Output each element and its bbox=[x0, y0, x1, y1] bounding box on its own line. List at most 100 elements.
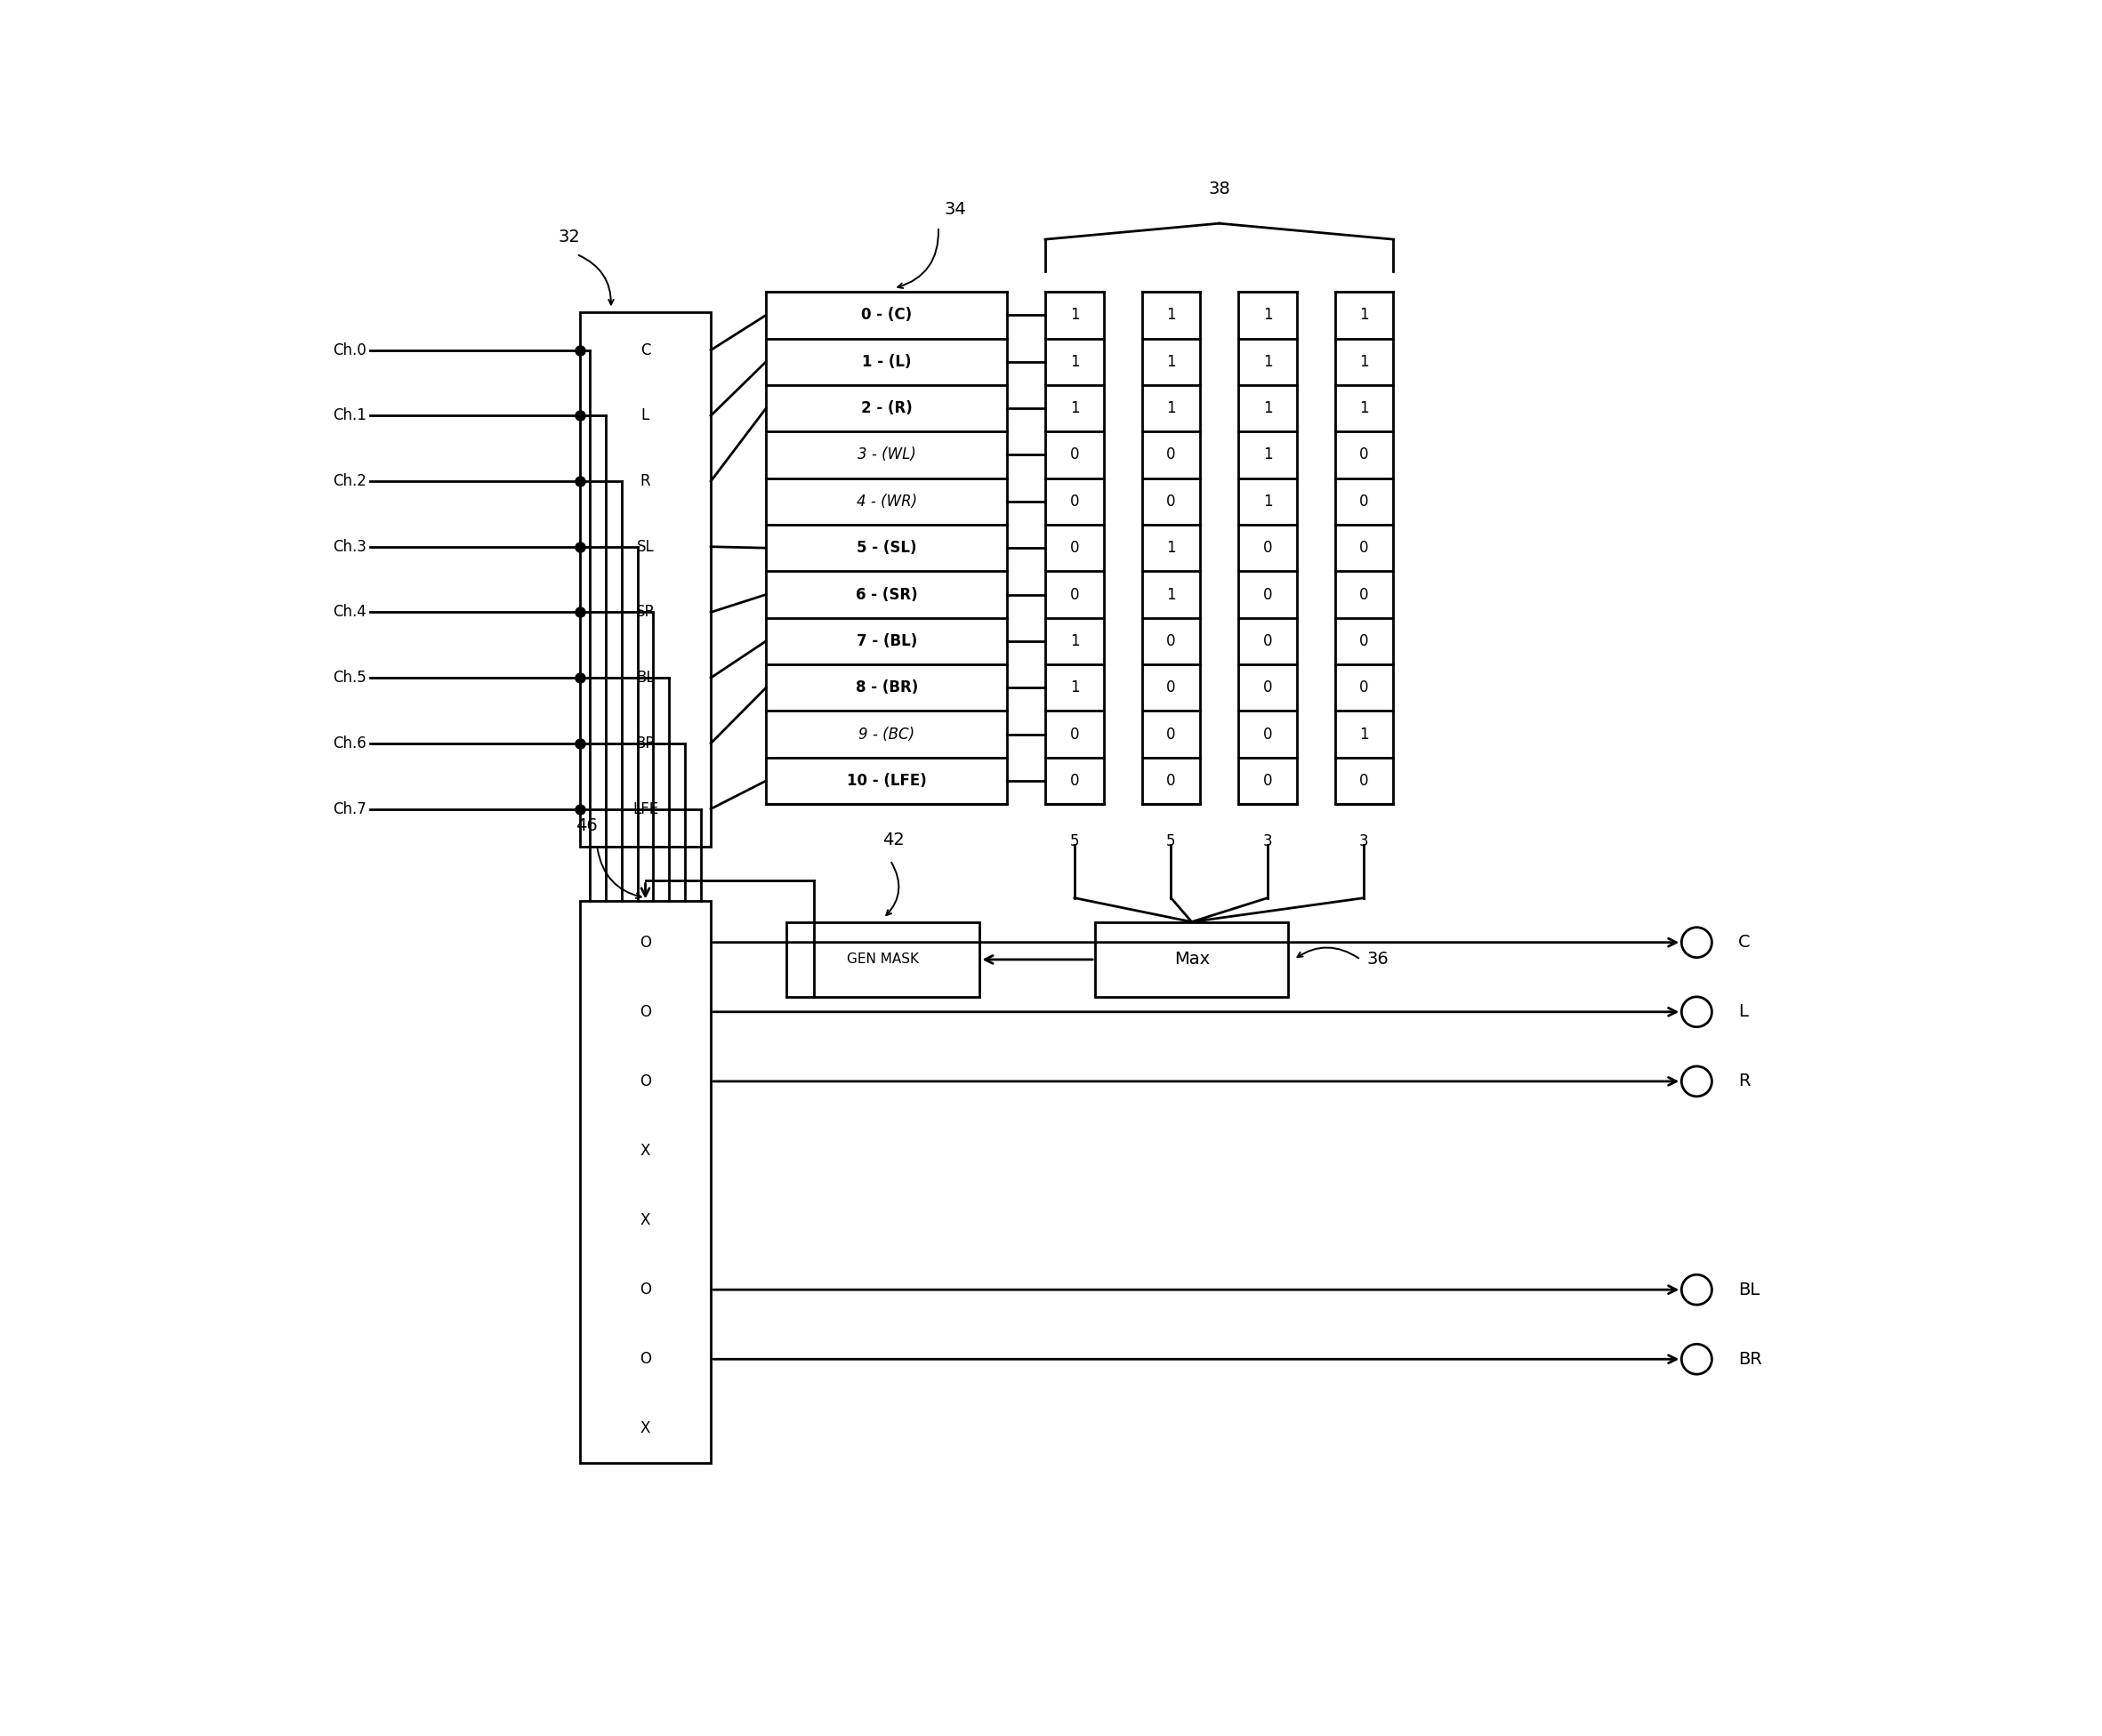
Text: 0: 0 bbox=[1360, 634, 1368, 649]
Text: 0 - (C): 0 - (C) bbox=[862, 307, 912, 323]
Text: BL: BL bbox=[1738, 1281, 1759, 1299]
Text: 5: 5 bbox=[1167, 833, 1175, 849]
Text: 1: 1 bbox=[1070, 354, 1078, 370]
Text: BR: BR bbox=[635, 736, 656, 752]
Text: 0: 0 bbox=[1360, 773, 1368, 788]
Text: O: O bbox=[639, 1073, 652, 1090]
Text: 1: 1 bbox=[1070, 401, 1078, 417]
Text: 3: 3 bbox=[1263, 833, 1272, 849]
Text: 0: 0 bbox=[1070, 540, 1078, 556]
Text: 0: 0 bbox=[1360, 681, 1368, 696]
Text: 9 - (BC): 9 - (BC) bbox=[858, 726, 914, 743]
Bar bbox=[1095, 922, 1289, 996]
Text: 1: 1 bbox=[1263, 493, 1272, 509]
Text: Max: Max bbox=[1173, 951, 1209, 969]
Text: 2 - (R): 2 - (R) bbox=[862, 401, 912, 417]
Text: 1: 1 bbox=[1263, 401, 1272, 417]
Text: 0: 0 bbox=[1167, 446, 1175, 464]
Text: Ch.7: Ch.7 bbox=[332, 800, 366, 818]
Text: 1: 1 bbox=[1167, 587, 1175, 602]
Text: 1: 1 bbox=[1167, 401, 1175, 417]
Text: C: C bbox=[1738, 934, 1751, 951]
Text: 1: 1 bbox=[1070, 307, 1078, 323]
Text: 6 - (SR): 6 - (SR) bbox=[856, 587, 919, 602]
Text: 10 - (LFE): 10 - (LFE) bbox=[847, 773, 927, 788]
Text: 1: 1 bbox=[1263, 446, 1272, 464]
Text: 1: 1 bbox=[1167, 354, 1175, 370]
Text: 0: 0 bbox=[1263, 726, 1272, 743]
Text: O: O bbox=[639, 1281, 652, 1299]
Text: 1: 1 bbox=[1360, 726, 1368, 743]
Bar bbox=[580, 312, 710, 847]
Text: Ch.1: Ch.1 bbox=[332, 408, 366, 424]
Text: Ch.0: Ch.0 bbox=[332, 342, 366, 358]
Text: R: R bbox=[1738, 1073, 1751, 1090]
Text: 1: 1 bbox=[1263, 354, 1272, 370]
Text: 0: 0 bbox=[1263, 540, 1272, 556]
Text: C: C bbox=[641, 342, 650, 358]
Text: LFE: LFE bbox=[633, 800, 658, 818]
Text: BR: BR bbox=[1738, 1351, 1761, 1368]
Text: 5: 5 bbox=[1070, 833, 1078, 849]
Text: 1: 1 bbox=[1070, 634, 1078, 649]
Text: 0: 0 bbox=[1167, 726, 1175, 743]
Text: 5 - (SL): 5 - (SL) bbox=[858, 540, 916, 556]
Bar bbox=[1238, 292, 1297, 804]
Text: 0: 0 bbox=[1070, 773, 1078, 788]
Text: 7 - (BL): 7 - (BL) bbox=[856, 634, 916, 649]
Text: 0: 0 bbox=[1167, 493, 1175, 509]
Text: L: L bbox=[1738, 1003, 1747, 1021]
Text: 0: 0 bbox=[1360, 540, 1368, 556]
Text: SL: SL bbox=[637, 538, 654, 556]
Text: 0: 0 bbox=[1263, 634, 1272, 649]
Text: Ch.4: Ch.4 bbox=[332, 604, 366, 620]
Text: Ch.3: Ch.3 bbox=[332, 538, 366, 556]
Text: GEN MASK: GEN MASK bbox=[847, 953, 919, 967]
Text: 36: 36 bbox=[1366, 951, 1389, 969]
Text: O: O bbox=[639, 1351, 652, 1368]
Bar bbox=[1141, 292, 1200, 804]
Text: 0: 0 bbox=[1263, 587, 1272, 602]
Text: 1: 1 bbox=[1360, 354, 1368, 370]
Text: 0: 0 bbox=[1360, 587, 1368, 602]
Bar bbox=[765, 292, 1007, 804]
Text: X: X bbox=[641, 1420, 650, 1437]
Bar bbox=[1045, 292, 1104, 804]
Text: 3: 3 bbox=[1360, 833, 1368, 849]
Text: 42: 42 bbox=[883, 832, 904, 849]
Bar bbox=[1335, 292, 1394, 804]
Text: Ch.5: Ch.5 bbox=[332, 670, 366, 686]
Text: L: L bbox=[641, 408, 650, 424]
Text: 1 - (L): 1 - (L) bbox=[862, 354, 912, 370]
Text: 0: 0 bbox=[1167, 681, 1175, 696]
Text: 3 - (WL): 3 - (WL) bbox=[858, 446, 916, 464]
Bar bbox=[786, 922, 980, 996]
Text: 38: 38 bbox=[1209, 181, 1230, 198]
Text: Ch.2: Ch.2 bbox=[332, 474, 366, 490]
Text: 0: 0 bbox=[1167, 634, 1175, 649]
Text: 1: 1 bbox=[1360, 307, 1368, 323]
Text: 0: 0 bbox=[1167, 773, 1175, 788]
Text: 0: 0 bbox=[1070, 493, 1078, 509]
Text: X: X bbox=[641, 1212, 650, 1229]
Text: 34: 34 bbox=[944, 201, 967, 219]
Text: R: R bbox=[641, 474, 650, 490]
Text: 0: 0 bbox=[1070, 446, 1078, 464]
Text: 0: 0 bbox=[1070, 587, 1078, 602]
Text: 46: 46 bbox=[576, 818, 597, 835]
Text: 1: 1 bbox=[1263, 307, 1272, 323]
Text: 1: 1 bbox=[1360, 401, 1368, 417]
Text: 8 - (BR): 8 - (BR) bbox=[856, 681, 919, 696]
Text: SR: SR bbox=[635, 604, 656, 620]
Text: 1: 1 bbox=[1167, 307, 1175, 323]
Bar bbox=[580, 901, 710, 1463]
Text: 0: 0 bbox=[1070, 726, 1078, 743]
Text: 1: 1 bbox=[1167, 540, 1175, 556]
Text: Ch.6: Ch.6 bbox=[332, 736, 366, 752]
Text: 0: 0 bbox=[1360, 446, 1368, 464]
Text: 0: 0 bbox=[1263, 681, 1272, 696]
Text: 0: 0 bbox=[1263, 773, 1272, 788]
Text: O: O bbox=[639, 934, 652, 950]
Text: BL: BL bbox=[637, 670, 654, 686]
Text: 4 - (WR): 4 - (WR) bbox=[856, 493, 916, 509]
